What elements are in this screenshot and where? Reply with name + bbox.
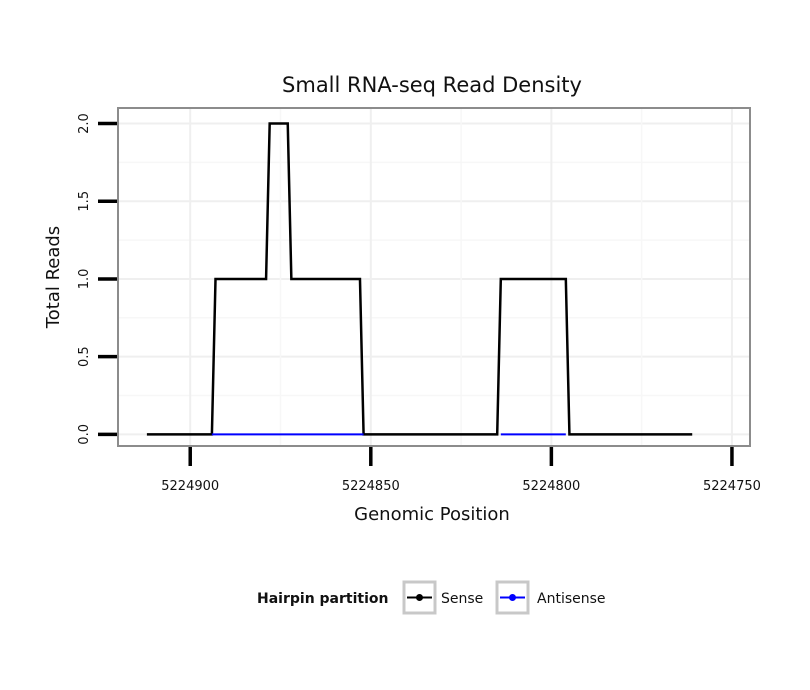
chart-title: Small RNA-seq Read Density (282, 73, 582, 97)
series-line-sense (146, 122, 693, 436)
y-tick-label: 1.0 (77, 269, 92, 290)
y-axis-title: Total Reads (43, 226, 64, 329)
plot-panel (117, 107, 751, 447)
panel-background (118, 108, 750, 446)
legend-point-antisense (509, 594, 516, 601)
x-tick-label: 5224850 (342, 479, 400, 494)
x-tick-label: 5224750 (703, 479, 761, 494)
y-tick-label: 0.0 (77, 424, 92, 445)
y-tick-label: 0.5 (77, 346, 92, 367)
x-axis-title: Genomic Position (354, 504, 510, 525)
x-axis: 5224900 5224850 5224800 5224750 (161, 447, 761, 494)
legend-title: Hairpin partition (257, 591, 388, 607)
y-axis: 0.0 0.5 1.0 1.5 2.0 (77, 113, 117, 445)
x-tick-label: 5224800 (522, 479, 580, 494)
grid-lines (118, 108, 750, 446)
legend-label-sense: Sense (441, 591, 483, 607)
y-tick-label: 2.0 (77, 113, 92, 134)
y-tick-label: 1.5 (77, 191, 92, 212)
legend-label-antisense: Antisense (537, 591, 606, 607)
series-lines (146, 122, 693, 436)
legend: Hairpin partition Sense Antisense (257, 580, 606, 615)
legend-point-sense (416, 594, 423, 601)
panel-border (117, 107, 751, 447)
legend-item-sense: Sense (402, 580, 483, 615)
legend-item-antisense: Antisense (495, 580, 606, 615)
x-tick-label: 5224900 (161, 479, 219, 494)
